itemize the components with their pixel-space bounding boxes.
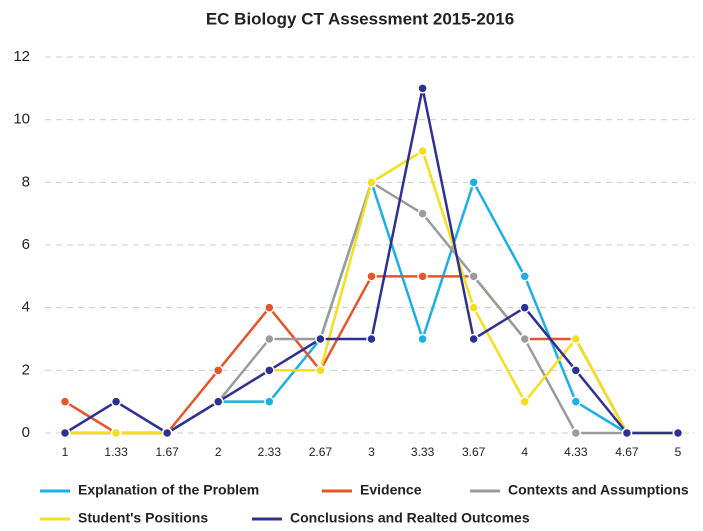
- legend-label: Conclusions and Realted Outcomes: [290, 510, 530, 526]
- data-point: [59, 427, 71, 439]
- data-point: [59, 396, 71, 407]
- data-point: [468, 271, 479, 282]
- series-line: [64, 87, 678, 435]
- legend-label: Explanation of the Problem: [78, 482, 259, 498]
- data-point: [264, 396, 275, 407]
- data-point: [417, 333, 428, 345]
- data-point: [672, 427, 684, 439]
- data-point: [468, 177, 479, 188]
- data-point: [110, 396, 122, 407]
- y-tick-label: 0: [22, 424, 30, 441]
- data-point: [570, 396, 582, 407]
- x-tick-label: 3.33: [411, 445, 435, 459]
- y-tick-label: 8: [22, 173, 30, 190]
- chart-title: EC Biology CT Assessment 2015-2016: [206, 9, 514, 28]
- x-tick-label: 2.67: [309, 445, 333, 459]
- x-tick-label: 1.33: [104, 445, 128, 459]
- data-point: [519, 271, 530, 282]
- data-point: [417, 83, 428, 94]
- legend-label: Student's Positions: [78, 510, 208, 526]
- x-tick-label: 2.33: [258, 445, 282, 459]
- series-line: [65, 149, 678, 435]
- y-tick-label: 12: [13, 48, 30, 65]
- x-tick-label: 5: [675, 445, 682, 459]
- legend-label: Evidence: [360, 482, 422, 498]
- y-tick-label: 10: [13, 111, 30, 128]
- x-tick-label: 1.67: [155, 445, 179, 459]
- x-tick-label: 4: [521, 445, 528, 459]
- y-tick-label: 6: [22, 236, 30, 253]
- data-point: [264, 302, 275, 313]
- x-tick-label: 3: [368, 445, 375, 459]
- data-point: [315, 365, 326, 376]
- y-tick-label: 2: [22, 361, 30, 378]
- data-point: [519, 302, 530, 313]
- data-point: [315, 333, 326, 345]
- data-point: [213, 365, 224, 376]
- data-point: [366, 333, 377, 345]
- data-point: [570, 427, 582, 439]
- y-tick-label: 4: [22, 299, 30, 316]
- data-point: [519, 396, 530, 407]
- data-point: [264, 333, 275, 345]
- series-line: [64, 275, 678, 435]
- x-tick-label: 1: [62, 445, 69, 459]
- data-point: [366, 271, 377, 282]
- x-tick-label: 4.33: [564, 445, 588, 459]
- data-point: [468, 333, 479, 345]
- data-point: [468, 302, 479, 313]
- data-point: [161, 427, 173, 439]
- x-tick-label: 3.67: [462, 445, 486, 459]
- data-point: [366, 177, 377, 188]
- data-point: [213, 396, 224, 407]
- data-point: [570, 365, 582, 376]
- legend-label: Contexts and Assumptions: [508, 482, 689, 498]
- data-point: [519, 333, 530, 345]
- data-point: [417, 145, 428, 157]
- x-tick-label: 4.67: [615, 445, 639, 459]
- x-tick-label: 2: [215, 445, 222, 459]
- data-point: [417, 271, 428, 282]
- data-point: [110, 427, 122, 439]
- data-point: [264, 365, 275, 376]
- data-point: [570, 333, 582, 345]
- data-point: [417, 208, 428, 219]
- data-point: [621, 427, 633, 439]
